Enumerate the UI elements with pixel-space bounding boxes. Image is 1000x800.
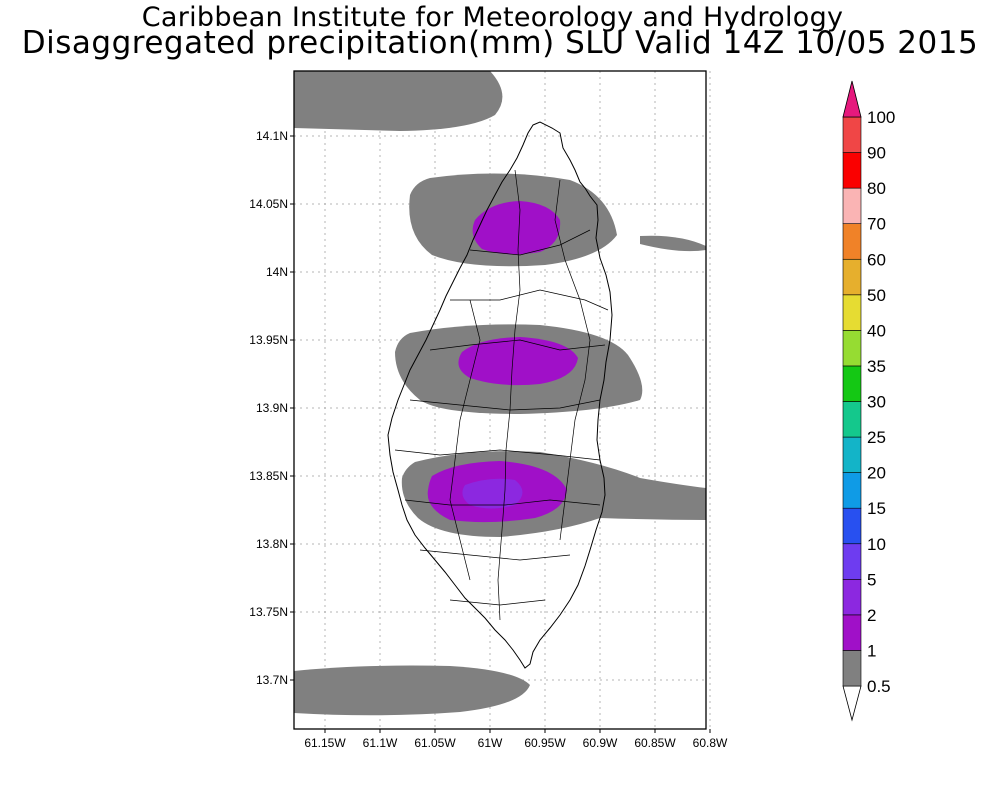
precip-band-0-5-1	[294, 71, 503, 131]
colorbar-swatch	[842, 401, 862, 438]
latitude-label: 13.75N	[249, 605, 288, 619]
latitude-label: 13.7N	[256, 673, 288, 687]
precip-band-0-5-1	[294, 665, 530, 716]
title-line-2: Disaggregated precipitation(mm) SLU Vali…	[21, 25, 979, 61]
colorbar-label: 30	[867, 393, 886, 412]
longitude-label: 60.95W	[524, 736, 566, 750]
precip-band-1-2	[458, 337, 578, 386]
colorbar-label: 20	[867, 464, 886, 483]
colorbar-arrow-low	[842, 685, 862, 722]
colorbar-label: 70	[867, 215, 886, 234]
colorbar-label: 2	[867, 606, 876, 625]
colorbar-swatch	[842, 152, 862, 189]
latitude-label: 14.05N	[249, 197, 288, 211]
latitude-labels: 14.1N 14.05N 14N 13.95N 13.9N 13.85N 13.8N 13.7…	[249, 129, 294, 687]
island-coastline	[387, 121, 613, 669]
colorbar-swatch	[842, 223, 862, 260]
longitude-labels: 61.15W 61.1W 61.05W 61W 60.95W 60.9W 60.85W 60.…	[304, 729, 728, 750]
colorbar-label: 15	[867, 499, 886, 518]
colorbar-label: 35	[867, 357, 886, 376]
colorbar-swatch	[842, 543, 862, 580]
longitude-label: 61.1W	[363, 736, 398, 750]
colorbar-label: 10	[867, 535, 886, 554]
precip-band-2-5	[462, 478, 523, 509]
colorbar-swatch	[842, 472, 862, 509]
colorbar-swatch	[842, 365, 862, 402]
colorbar-swatch	[842, 294, 862, 331]
colorbar-label: 90	[867, 144, 886, 163]
colorbar-label: 25	[867, 428, 886, 447]
colorbar-swatch	[842, 116, 862, 153]
longitude-label: 61.15W	[304, 736, 346, 750]
island-interior-boundaries	[394, 169, 609, 621]
longitude-label: 60.8W	[693, 736, 728, 750]
colorbar-swatch	[842, 579, 862, 616]
colorbar-label: 60	[867, 250, 886, 269]
colorbar-swatch	[842, 187, 862, 224]
latitude-label: 13.85N	[249, 469, 288, 483]
colorbar-label: 40	[867, 321, 886, 340]
colorbar-label: 0.5	[867, 677, 891, 696]
colorbar-label: 80	[867, 179, 886, 198]
colorbar-swatch	[842, 436, 862, 473]
latitude-label: 13.95N	[249, 333, 288, 347]
colorbar-swatch	[842, 650, 862, 687]
colorbar-label: 100	[867, 108, 895, 127]
longitude-label: 61W	[478, 736, 503, 750]
latitude-label: 14.1N	[256, 129, 288, 143]
colorbar-swatch	[842, 614, 862, 651]
longitude-label: 61.05W	[414, 736, 456, 750]
latitude-label: 13.9N	[256, 401, 288, 415]
colorbar-swatch	[842, 258, 862, 296]
longitude-label: 60.85W	[634, 736, 676, 750]
colorbar-swatch	[842, 330, 862, 367]
latitude-label: 13.8N	[256, 537, 288, 551]
colorbar-swatch	[842, 507, 862, 545]
title-line-1: Caribbean Institute for Meteorology and …	[141, 2, 844, 33]
latitude-label: 14N	[266, 265, 288, 279]
map-frame	[293, 70, 707, 730]
colorbar-arrow-high	[842, 80, 862, 118]
precip-band-1-2	[472, 201, 561, 255]
saint-lucia-coastline	[387, 121, 613, 669]
colorbar-label: 1	[867, 641, 876, 660]
colorbar-label: 50	[867, 286, 886, 305]
precipitation-fields	[294, 71, 706, 716]
precip-band-0-5-1	[640, 235, 706, 252]
colorbar-label: 5	[867, 570, 876, 589]
longitude-label: 60.9W	[583, 736, 618, 750]
